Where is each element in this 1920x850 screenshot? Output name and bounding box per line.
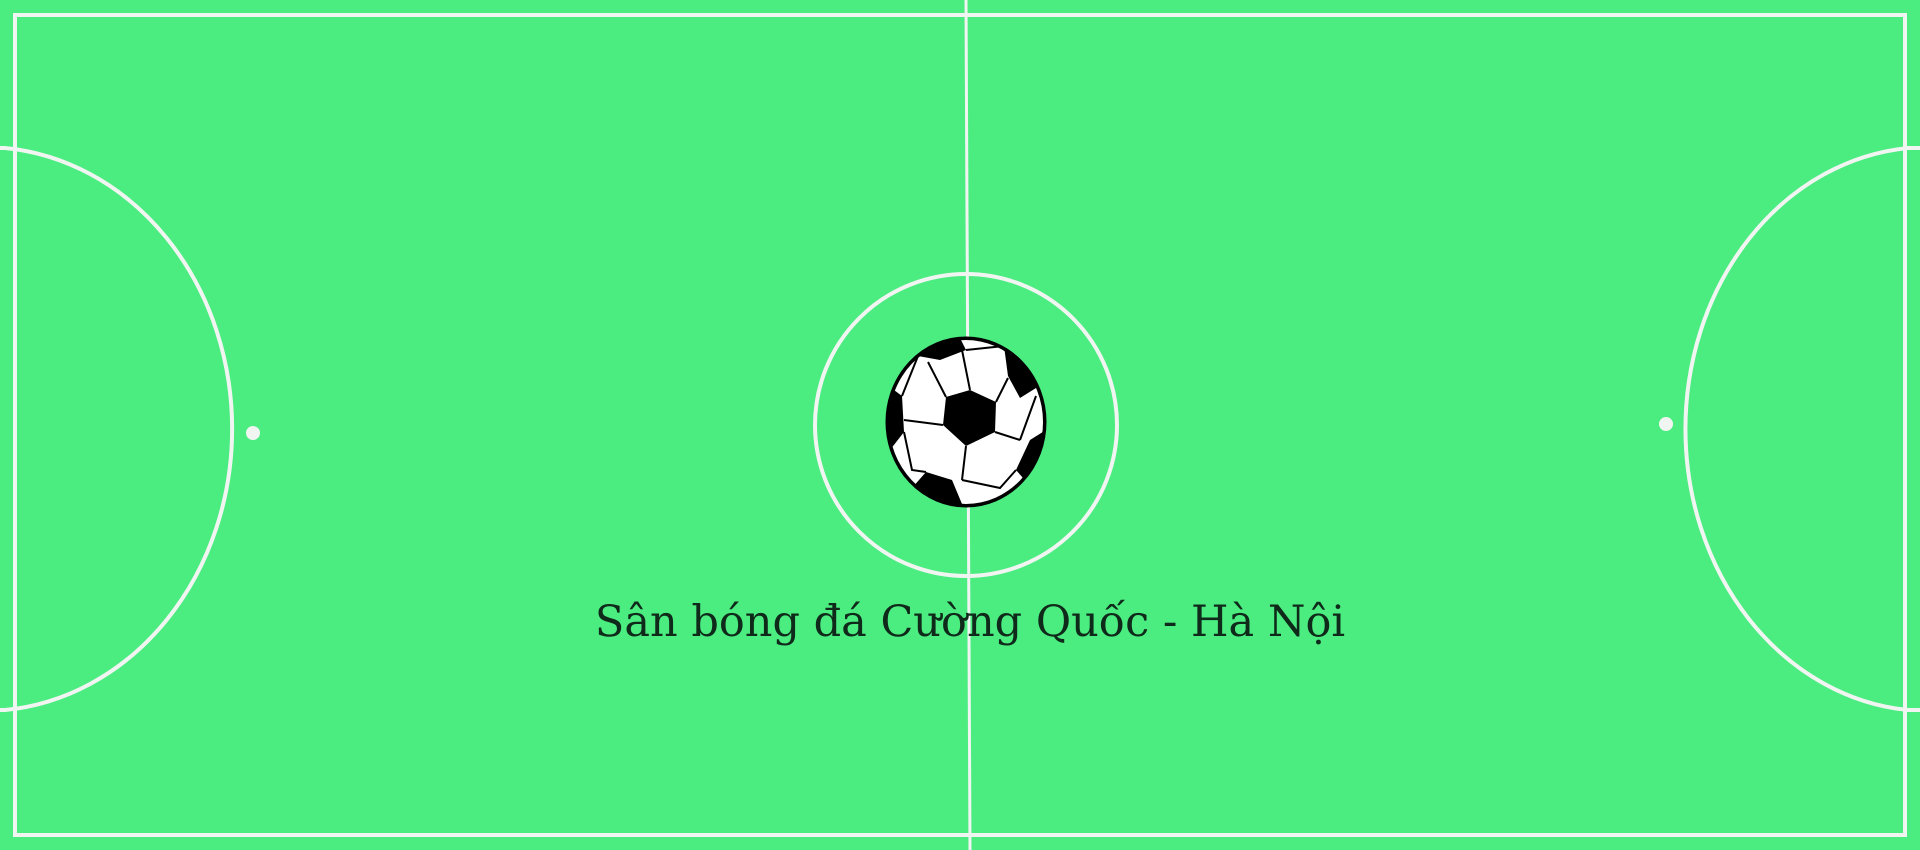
center-circle [813, 272, 1119, 578]
right-penalty-spot [1659, 417, 1673, 431]
right-penalty-arc [1683, 146, 1920, 712]
boundary-line [13, 13, 1907, 837]
left-penalty-arc [0, 146, 235, 712]
left-penalty-spot [246, 426, 260, 440]
soccer-ball-icon [885, 336, 1047, 508]
venue-title: Sân bóng đá Cường Quốc - Hà Nội [594, 597, 1346, 647]
